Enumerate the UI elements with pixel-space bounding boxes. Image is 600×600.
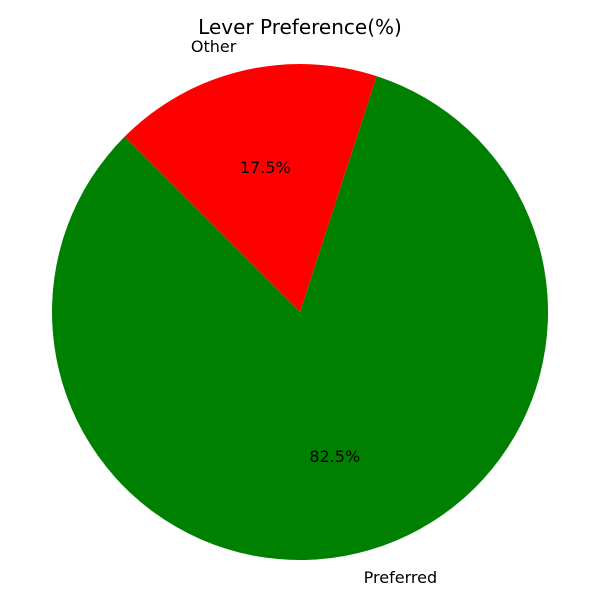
slices-layer [52,64,549,561]
pie-slice-other [124,64,377,312]
slice-percent-preferred: 82.5% [309,447,360,466]
chart-title: Lever Preference(%) [198,15,402,39]
labels-layer: Preferred 82.5% Other 17.5% [191,37,437,587]
slice-percent-other: 17.5% [240,158,291,177]
slice-label-other: Other [191,37,237,56]
slice-label-preferred: Preferred [364,568,437,587]
pie-slice-preferred [52,76,549,561]
